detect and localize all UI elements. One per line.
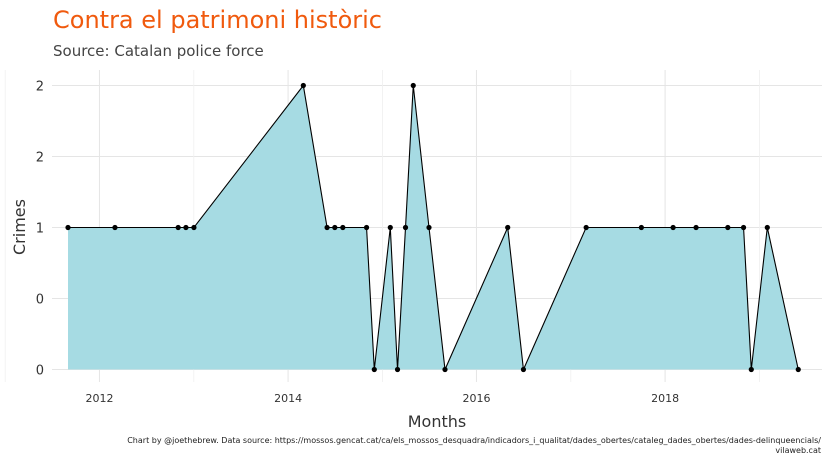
y-tick-label-4: 2: [36, 80, 44, 95]
data-point-7: [332, 224, 338, 231]
y-axis-title: Crimes: [10, 199, 29, 255]
data-point-25: [748, 366, 754, 373]
data-point-6: [324, 224, 330, 231]
data-point-26: [764, 224, 770, 231]
x-tick-label-1: 2014: [274, 392, 302, 405]
data-point-2: [175, 224, 181, 231]
x-tick-labels: 2012 2014 2016 2018: [85, 392, 679, 405]
line-layer: [67, 84, 799, 372]
chart-title: Contra el patrimoni històric: [53, 6, 382, 34]
caption-site: vilaweb.cat: [775, 446, 821, 455]
data-point-27: [795, 366, 801, 373]
y-tick-labels: 0 0 1 2 2: [36, 80, 44, 379]
data-point-13: [402, 224, 409, 231]
x-tick-label-2: 2016: [462, 392, 490, 405]
x-tick-label-3: 2018: [651, 392, 679, 405]
area-layer: [67, 85, 799, 370]
data-point-10: [371, 366, 377, 373]
data-point-23: [725, 224, 731, 231]
point-layer: [65, 82, 801, 373]
data-point-20: [638, 224, 644, 231]
data-point-8: [340, 224, 346, 231]
y-tick-label-1: 0: [36, 293, 44, 308]
data-point-12: [394, 366, 401, 373]
data-point-0: [65, 224, 71, 231]
data-point-5: [300, 82, 306, 89]
data-point-15: [426, 224, 432, 231]
data-point-9: [363, 224, 370, 231]
data-point-4: [191, 224, 197, 231]
y-tick-label-0: 0: [36, 364, 44, 379]
data-point-22: [693, 224, 699, 231]
data-point-19: [583, 224, 589, 231]
data-point-16: [442, 366, 448, 373]
area-fill: [67, 85, 799, 370]
data-point-11: [387, 224, 393, 231]
data-point-14: [410, 82, 416, 89]
data-point-24: [740, 224, 747, 231]
x-tick-label-0: 2012: [85, 392, 113, 405]
x-axis-title: Months: [408, 412, 466, 431]
chart-subtitle: Source: Catalan police force: [53, 42, 264, 60]
series-line: [67, 84, 799, 372]
data-point-17: [505, 224, 511, 231]
caption-source: Chart by @joethebrew. Data source: https…: [127, 436, 821, 445]
y-tick-label-3: 2: [36, 151, 44, 166]
data-point-18: [520, 366, 527, 373]
data-point-3: [183, 224, 189, 231]
data-point-1: [112, 224, 118, 231]
y-tick-label-2: 1: [36, 222, 44, 237]
data-point-21: [670, 224, 676, 231]
